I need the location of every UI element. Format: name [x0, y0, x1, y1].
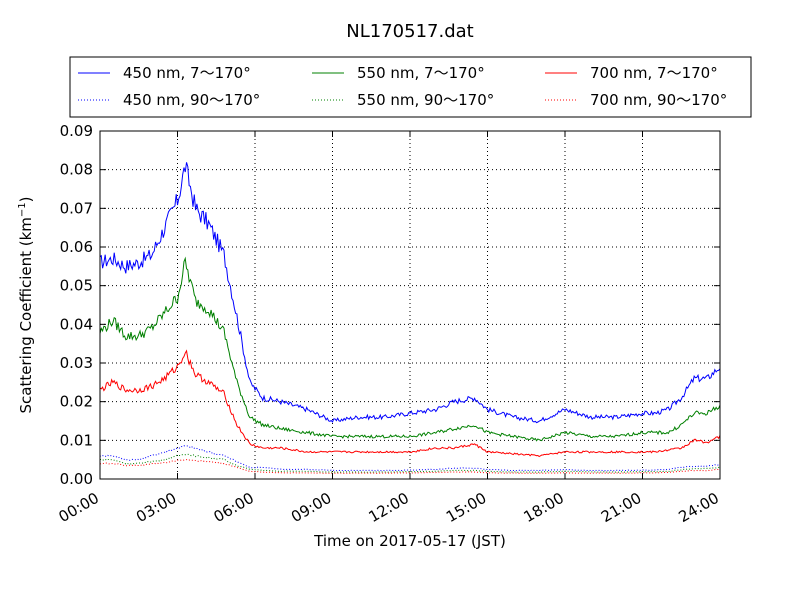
- legend-label: 550 nm, 90～170°: [357, 91, 494, 109]
- x-axis-label: Time on 2017-05-17 (JST): [313, 532, 506, 550]
- series-line: [99, 459, 721, 474]
- series-line: [99, 453, 721, 473]
- series-group: [99, 162, 721, 474]
- y-tick-label: 0.02: [60, 393, 93, 411]
- y-tick-label: 0.07: [60, 199, 93, 217]
- y-tick-label: 0.04: [60, 315, 93, 333]
- series-line: [99, 445, 721, 472]
- series-line: [99, 349, 721, 458]
- y-tick-label: 0.06: [60, 238, 93, 256]
- y-axis-label-main: Scattering Coefficient (km: [17, 217, 35, 413]
- legend-label: 450 nm, 90～170°: [123, 91, 260, 109]
- y-tick-label: 0.00: [60, 470, 93, 488]
- series-line: [99, 162, 721, 424]
- y-tick-label: 0.01: [60, 431, 93, 449]
- chart-title: NL170517.dat: [346, 21, 473, 42]
- y-tick-label: 0.05: [60, 277, 93, 295]
- legend-label: 700 nm, 7～170°: [590, 64, 718, 82]
- y-tick-label: 0.03: [60, 354, 93, 372]
- legend-box: [69, 56, 752, 118]
- series-line: [99, 256, 721, 442]
- y-tick-label: 0.08: [60, 161, 93, 179]
- legend-label: 450 nm, 7～170°: [123, 64, 251, 82]
- legend-entries: 450 nm, 7～170° 550 nm, 7～170° 700 nm, 7～17…: [78, 64, 727, 109]
- y-axis-label-close: ): [17, 196, 35, 202]
- y-axis-label: Scattering Coefficient (km−1): [17, 196, 35, 413]
- y-tick-label: 0.09: [60, 122, 93, 140]
- grid: [100, 131, 720, 479]
- legend-label: 550 nm, 7～170°: [357, 64, 485, 82]
- y-axis-label-exponent: −1: [17, 202, 28, 217]
- legend: 450 nm, 7～170° 550 nm, 7～170° 700 nm, 7～17…: [69, 56, 752, 118]
- legend-label: 700 nm, 90～170°: [590, 91, 727, 109]
